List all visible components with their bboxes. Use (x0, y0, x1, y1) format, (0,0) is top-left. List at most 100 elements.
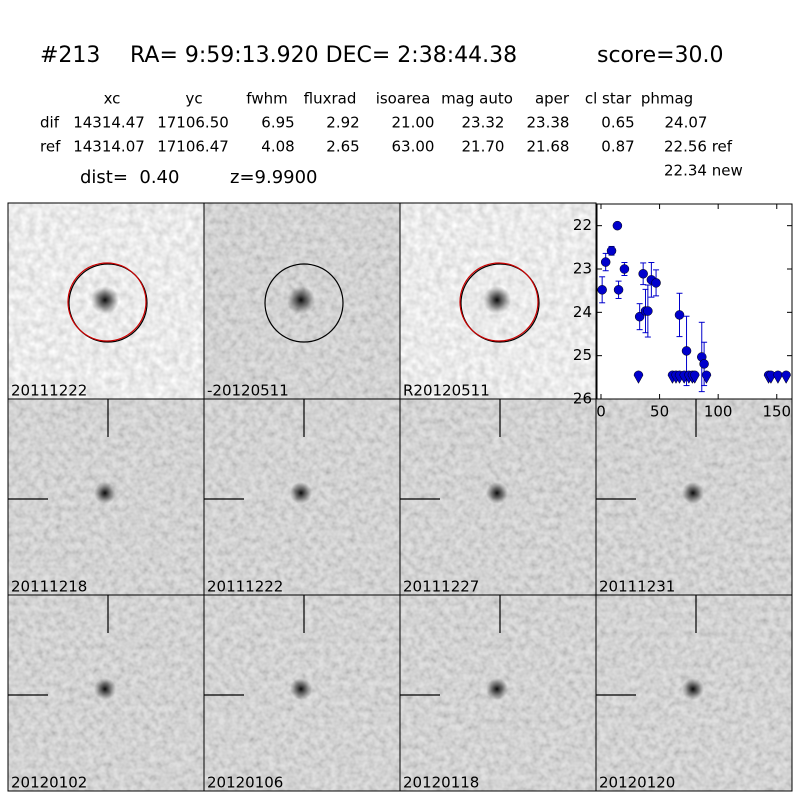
plot-area (596, 203, 793, 400)
point (597, 285, 607, 295)
panel-label: R20120511 (403, 382, 490, 400)
source (483, 286, 511, 314)
point (619, 264, 630, 274)
panel-label: 20111222 (11, 382, 87, 400)
point (606, 246, 617, 256)
table-cell: 22.56 ref (664, 138, 733, 156)
table-cell: 21.68 (527, 138, 570, 156)
table-cell: 21.00 (392, 114, 435, 132)
table: xc yc fwhm fluxrad isoarea mag auto aper cl sta… (40, 90, 733, 156)
point (613, 285, 624, 295)
header: #213 RA= 9:59:13.920 DEC= 2:38:44.38 sco… (40, 43, 743, 188)
panel-label: 20111231 (599, 578, 675, 596)
source (486, 678, 508, 700)
source (486, 482, 508, 504)
table-cell: 0.87 (601, 138, 634, 156)
panel-label: 20120106 (207, 774, 283, 792)
candidate-id: #213 (40, 43, 100, 68)
image-panel: 20120106 (203, 594, 401, 792)
source (682, 678, 704, 700)
image-panel: 20111222 (7, 202, 205, 400)
point (643, 306, 653, 316)
y-tick-label: 24 (573, 303, 592, 321)
coordinates: RA= 9:59:13.920 DEC= 2:38:44.38 (130, 43, 517, 68)
column-header: cl star (585, 90, 632, 108)
panel-label: 20111227 (403, 578, 479, 596)
image-panel: 20120102 (7, 594, 205, 792)
light-curve: 22 23 24 25 260 50 100 150 (573, 203, 793, 421)
panel-label: -20120511 (207, 382, 289, 400)
column-header: phmag (641, 90, 693, 108)
point (638, 269, 648, 279)
y-tick-label: 25 (573, 346, 592, 364)
column-header: isoarea (376, 90, 431, 108)
panel-label: 20111218 (11, 578, 87, 596)
image-panel: -20120511 (203, 202, 401, 400)
panel-border (595, 594, 793, 792)
table-cell: 6.95 (261, 114, 294, 132)
z-value: z=9.9900 (230, 167, 318, 188)
point (681, 346, 692, 356)
row-label: ref (40, 138, 61, 156)
aperture (264, 263, 344, 343)
table-note: 22.34 new (664, 162, 743, 180)
table-cell: 17106.47 (157, 138, 229, 156)
point (651, 278, 661, 288)
row-label: dif (40, 114, 60, 132)
upper-limit (781, 370, 791, 384)
panel-label: 20120120 (599, 774, 675, 792)
image-panel: 20111227 (399, 398, 597, 596)
aperture (68, 263, 148, 343)
point (699, 359, 709, 369)
image-panel: 20111222 (203, 398, 401, 596)
upper-limit (633, 370, 644, 384)
table-cell: 2.92 (326, 114, 359, 132)
table-cell: 14314.47 (73, 114, 145, 132)
column-header: xc (104, 90, 121, 108)
panel-label: 20111222 (207, 578, 283, 596)
source (290, 482, 312, 504)
source (94, 482, 116, 504)
table-cell: 14314.07 (73, 138, 145, 156)
image-panel: 20111231 (595, 398, 793, 596)
panels: 20111222 -20120511 R20120511 20111218 201112… (7, 202, 793, 792)
table-cell: 2.65 (326, 138, 359, 156)
table-cell: 24.07 (665, 114, 708, 132)
image-panel: 20120118 (399, 594, 597, 792)
table-cell: 17106.50 (157, 114, 229, 132)
table-cell: 23.32 (462, 114, 505, 132)
point (674, 310, 685, 320)
y-tick-label: 22 (573, 216, 592, 234)
column-header: fluxrad (304, 90, 357, 108)
table-cell: 4.08 (261, 138, 294, 156)
x-tick-label: 150 (762, 403, 791, 421)
image-panel: 20120120 (595, 594, 793, 792)
column-header: yc (185, 90, 202, 108)
column-header: mag auto (441, 90, 513, 108)
upper-limit (701, 370, 712, 384)
table-cell: 21.70 (462, 138, 505, 156)
image-panel: R20120511 (399, 202, 597, 400)
source (91, 286, 119, 314)
score: score=30.0 (597, 43, 724, 68)
aperture (460, 263, 540, 343)
source (682, 482, 704, 504)
aperture-ref (459, 262, 539, 342)
x-tick-label: 0 (596, 403, 606, 421)
point (634, 311, 645, 322)
panel-label: 20120118 (403, 774, 479, 792)
upper-limit (689, 370, 700, 384)
x-tick-label: 50 (650, 403, 669, 421)
x-tick-label: 100 (704, 403, 733, 421)
image-panel: 20111218 (7, 398, 205, 596)
panel-label: 20120102 (11, 774, 87, 792)
point (600, 257, 611, 267)
table-cell: 0.65 (601, 114, 634, 132)
source (287, 286, 315, 314)
y-tick-label: 26 (573, 390, 592, 408)
aperture-ref (67, 262, 147, 342)
source (94, 678, 116, 700)
column-header: fwhm (246, 90, 287, 108)
column-header: aper (535, 90, 570, 108)
